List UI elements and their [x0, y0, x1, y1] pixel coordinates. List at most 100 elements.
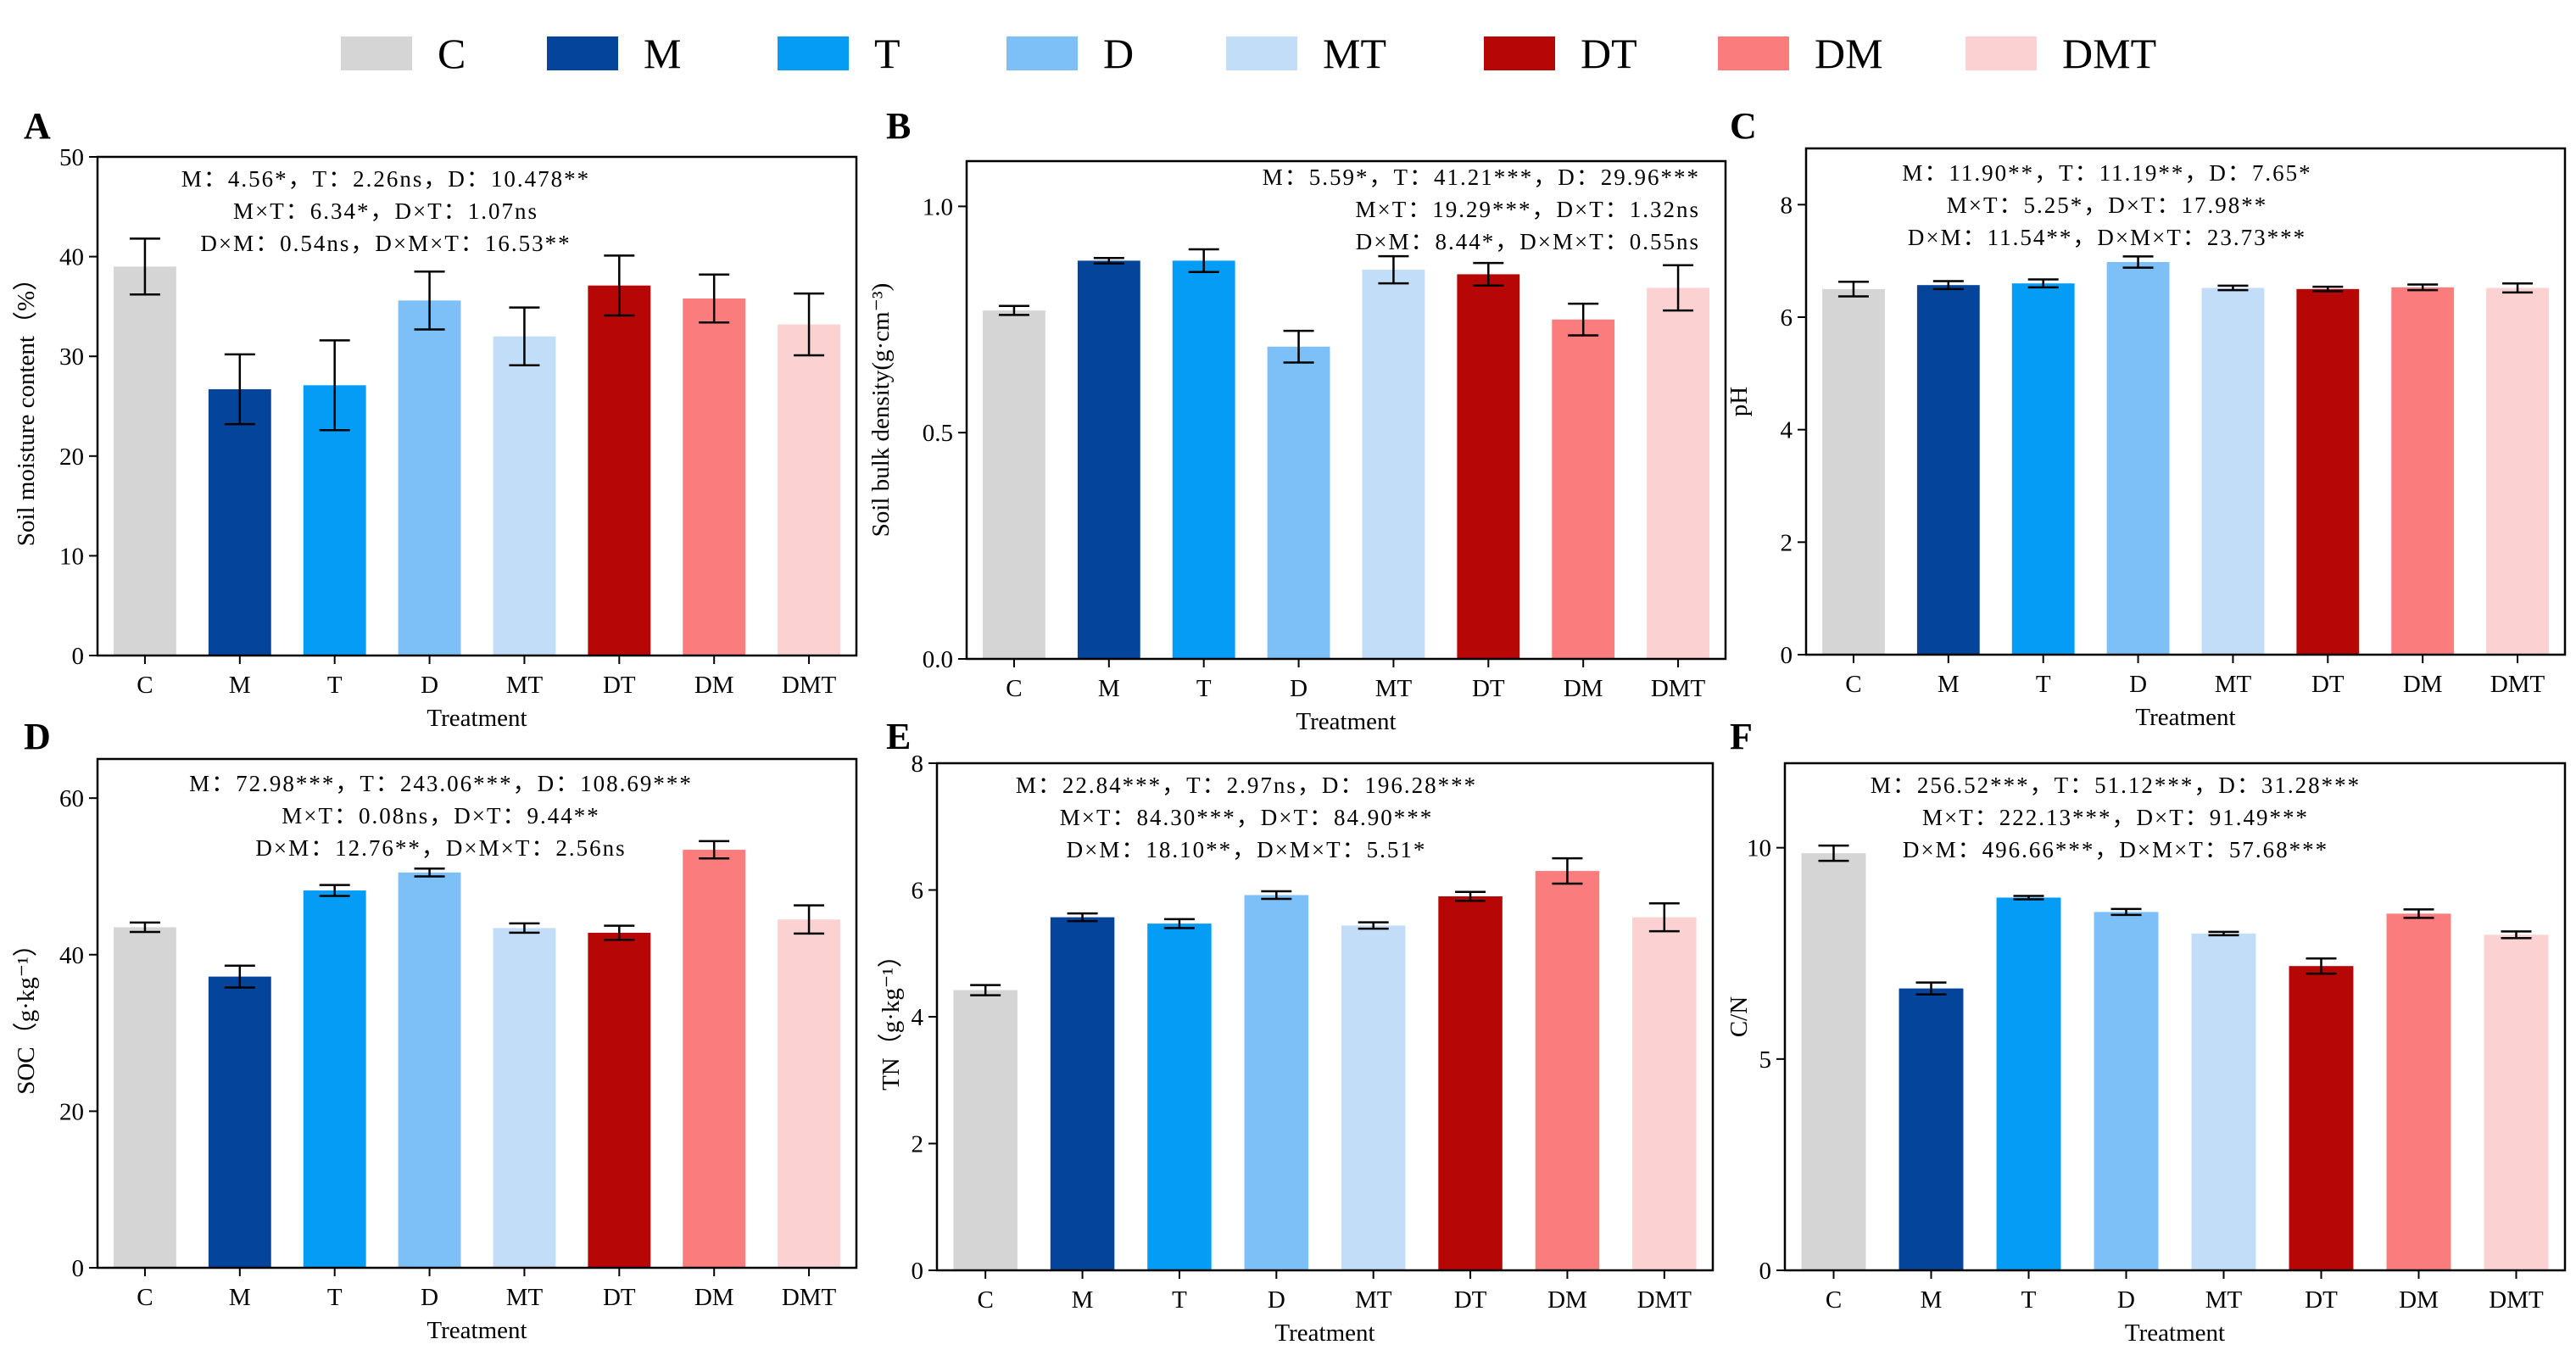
legend-item-dt: DT — [1484, 24, 1637, 83]
x-tick-label: DMT — [1651, 675, 1706, 702]
y-tick-label: 0 — [1759, 1258, 1772, 1285]
stats-annotation: M×T：0.08ns，D×T：9.44** — [282, 803, 599, 829]
stats-annotation: D×M：12.76**，D×M×T：2.56ns — [255, 835, 626, 861]
x-tick-label: DT — [2311, 671, 2345, 698]
y-axis-title: SOC（g·kg⁻¹） — [13, 932, 40, 1095]
error-bar-dm — [699, 273, 730, 324]
legend-item-t: T — [778, 24, 900, 83]
x-tick-label: C — [1845, 671, 1861, 698]
x-tick-label: DMT — [782, 1284, 837, 1311]
x-axis-title: Treatment — [2125, 1320, 2225, 1347]
error-bar-m — [224, 964, 255, 989]
x-tick-label: D — [2117, 1286, 2135, 1314]
bar-t — [303, 890, 366, 1268]
panel-e: EC M T D MT DT DM DMT02468TreatmentTN（g·kg⁻¹）M：… — [878, 716, 1715, 1347]
bar-dmt — [2484, 935, 2549, 1270]
y-axis-title: C/N — [1726, 996, 1753, 1037]
error-bar-c — [970, 984, 1001, 996]
panel-letter: A — [24, 105, 51, 147]
x-axis-title: Treatment — [1274, 1320, 1374, 1347]
x-tick-label: MT — [2205, 1286, 2243, 1314]
bar-mt — [1362, 270, 1425, 659]
error-bar-dm — [2407, 283, 2439, 292]
legend-label-dt: DT — [1581, 30, 1637, 77]
stats-annotation: D×M：496.66***，D×M×T：57.68*** — [1903, 837, 2328, 862]
error-bar-d — [414, 867, 445, 878]
x-tick-label: DM — [694, 1284, 734, 1311]
bar-dm — [2386, 913, 2451, 1270]
error-bar-mt — [1358, 921, 1389, 930]
x-tick-label: DMT — [1637, 1286, 1692, 1314]
bar-d — [398, 300, 461, 656]
error-bar-dmt — [794, 904, 825, 935]
bar-dmt — [1632, 917, 1697, 1270]
x-tick-label: DT — [1454, 1286, 1487, 1314]
bar-c — [983, 310, 1045, 659]
bar-dmt — [778, 919, 840, 1268]
error-bar-mt — [2208, 930, 2239, 937]
error-bar-dmt — [2502, 282, 2534, 294]
legend-item-c: C — [341, 24, 466, 83]
stats-annotation: M×T：222.13***，D×T：91.49*** — [1922, 805, 2309, 830]
x-tick-label: T — [327, 1284, 343, 1311]
x-tick-label: T — [2036, 671, 2051, 698]
error-bar-c — [1837, 280, 1869, 298]
bar-c — [1801, 853, 1866, 1270]
y-tick-label: 30 — [59, 343, 84, 371]
x-tick-label: DM — [1547, 1286, 1587, 1314]
plot-frame — [965, 159, 1727, 661]
stats-annotation: D×M：11.54**，D×M×T：23.73*** — [1908, 225, 2306, 250]
bar-dt — [588, 932, 651, 1268]
bar-d — [2106, 261, 2170, 655]
panel-d: DC M T D MT DT DM DMT0204060TreatmentSOC（g·kg⁻¹… — [13, 716, 858, 1344]
x-tick-label: M — [1072, 1286, 1094, 1314]
legend-label-dm: DM — [1815, 30, 1883, 77]
error-bar-dt — [604, 254, 635, 317]
bar-mt — [1341, 925, 1406, 1270]
error-bar-t — [1163, 918, 1195, 929]
error-bar-dt — [604, 924, 635, 941]
error-bar-dt — [1455, 890, 1486, 902]
y-tick-label: 40 — [59, 942, 84, 969]
bar-m — [1899, 988, 1964, 1270]
legend-swatch-dm — [1718, 36, 1789, 70]
bar-dm — [683, 850, 746, 1268]
stats-annotation: M：5.59*，T：41.21***，D：29.96*** — [1263, 165, 1700, 190]
legend-swatch-m — [547, 36, 618, 70]
x-tick-label: DT — [603, 1284, 636, 1311]
x-tick-label: T — [327, 672, 343, 699]
stats-annotation: D×M：0.54ns，D×M×T：16.53** — [200, 231, 571, 256]
bar-d — [398, 872, 461, 1268]
x-tick-label: C — [137, 1284, 153, 1311]
x-tick-label: DM — [2403, 671, 2443, 698]
x-tick-label: T — [2021, 1286, 2037, 1314]
bar-m — [1916, 285, 1980, 655]
error-bar-dmt — [794, 292, 825, 357]
y-tick-label: 6 — [912, 878, 924, 905]
panel-c: CC M T D MT DT DM DMT02468TreatmentpHM：11.90**，… — [1726, 105, 2567, 731]
x-tick-label: DMT — [782, 672, 837, 699]
legend-item-d: D — [1006, 24, 1134, 83]
error-bar-d — [1261, 890, 1292, 901]
stats-annotation: M×T：5.25*，D×T：17.98** — [1947, 192, 2267, 218]
y-tick-label: 50 — [59, 144, 84, 171]
error-bar-m — [1093, 256, 1124, 265]
stats-annotation: M×T：19.29***，D×T：1.32ns — [1356, 197, 1700, 222]
error-bar-m — [1067, 912, 1098, 923]
bar-dmt — [1647, 287, 1709, 659]
y-tick-label: 4 — [1781, 417, 1793, 444]
error-bar-d — [2122, 255, 2154, 269]
x-tick-label: M — [229, 1284, 251, 1311]
bar-dmt — [2486, 287, 2549, 655]
x-tick-label: DT — [603, 672, 636, 699]
bar-dm — [1535, 871, 1600, 1270]
x-tick-label: MT — [2215, 671, 2252, 698]
y-tick-label: 2 — [1781, 529, 1793, 556]
x-tick-label: DM — [694, 672, 734, 699]
bar-dt — [588, 285, 651, 656]
x-tick-label: MT — [506, 672, 544, 699]
panel-letter: D — [24, 716, 51, 757]
figure-legend: C M T D MT DT DM DMT — [0, 24, 2576, 83]
